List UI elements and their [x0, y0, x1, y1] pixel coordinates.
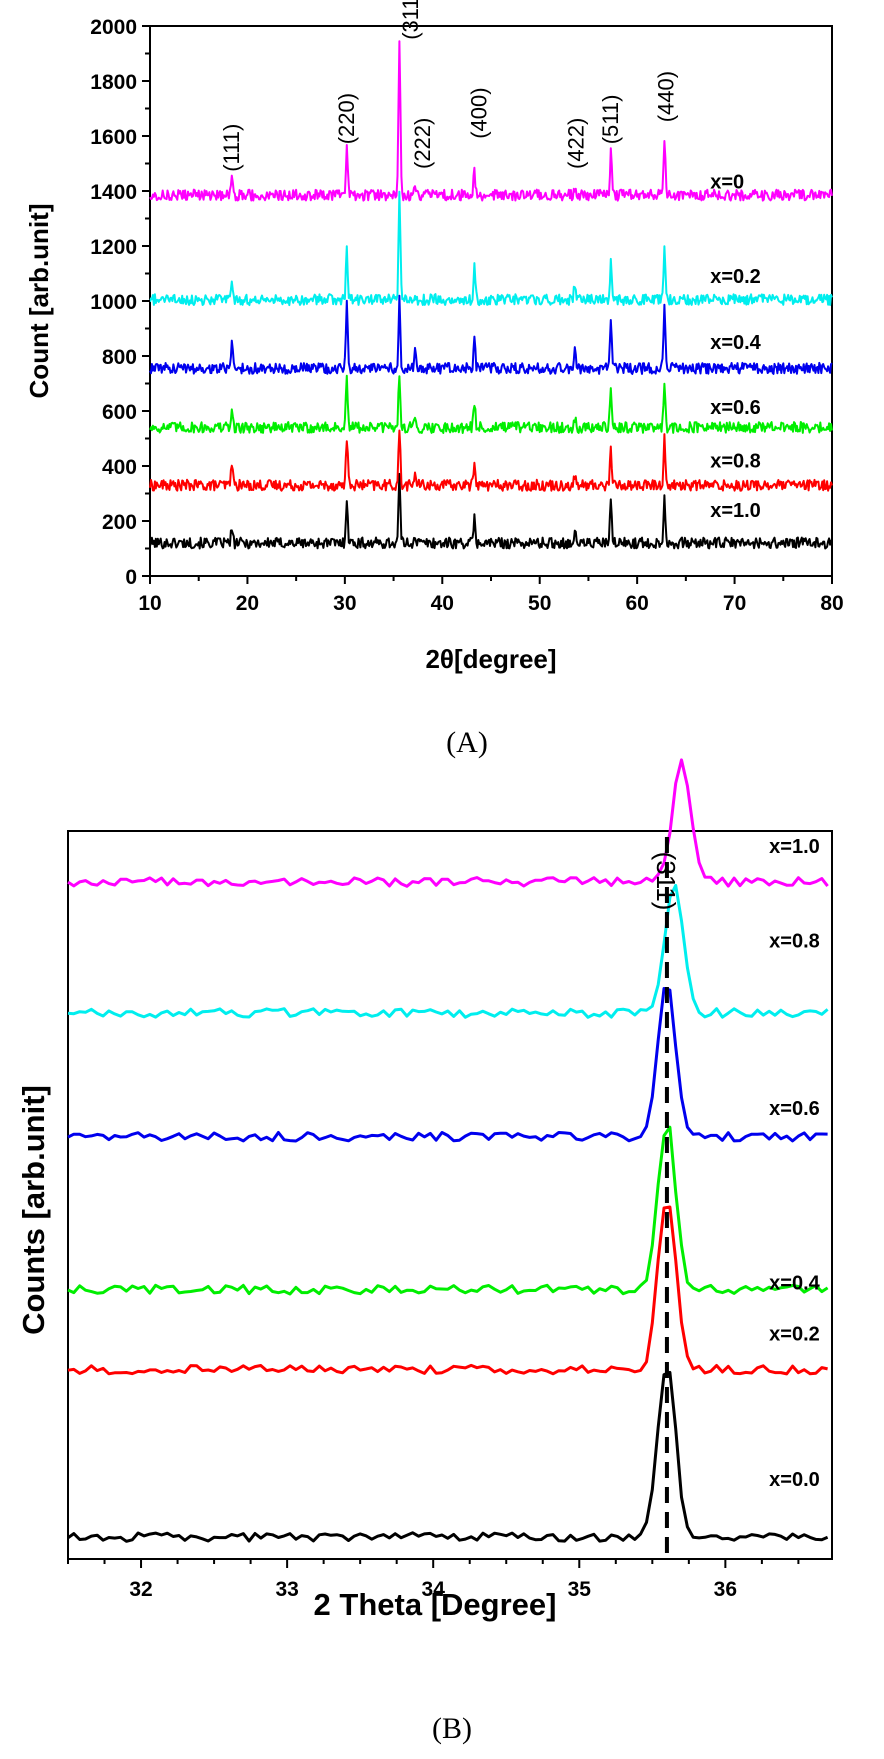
x-tick-label-a: 60 — [625, 592, 648, 615]
series-a-label: x=0.8 — [710, 450, 761, 472]
panel-b-chart: 32 33 34 35 36 x=0.0 x=0.2 x=0.4 x=0.6 x=0.8 x=1.… — [16, 758, 833, 1745]
miller-index-label: (400) — [466, 87, 491, 138]
panel-b-ylabel: Counts [arb.unit] — [16, 1085, 51, 1335]
series-a-line-x-0-4 — [149, 374, 833, 434]
panel-a-xlabel: 2θ[degree] — [425, 644, 556, 674]
x-tick-label-b: 34 — [422, 1578, 446, 1601]
x-tick-label-a: 70 — [723, 592, 746, 615]
y-tick-label-a: 1200 — [90, 236, 137, 259]
x-tick-label-a: 10 — [138, 592, 161, 615]
series-b-label: x=0.2 — [769, 1324, 820, 1346]
y-tick-label-a: 2000 — [90, 16, 137, 39]
x-tick-label-a: 40 — [431, 592, 454, 615]
y-tick-label-a: 1800 — [90, 71, 137, 94]
series-b-label: x=0.6 — [769, 1098, 820, 1120]
series-a-label: x=0.4 — [710, 332, 761, 354]
panel-a-label: (A) — [446, 726, 488, 759]
y-tick-label-a: 400 — [102, 456, 137, 479]
x-tick-label-b: 35 — [568, 1578, 592, 1601]
y-tick-label-a: 1600 — [90, 126, 137, 149]
miller-index-label: (440) — [653, 71, 678, 122]
series-a-line-x-0-6 — [149, 294, 833, 375]
series-b-line-x-0-0 — [67, 1370, 829, 1543]
x-tick-label-b: 36 — [714, 1578, 737, 1601]
miller-index-label: (422) — [564, 118, 589, 169]
panel-a-annotations: (111) (220) (311) (222) (400) (422) (511) (440) — [219, 0, 679, 172]
y-tick-label-a: 1400 — [90, 181, 137, 204]
panel-b-ticks: 32 33 34 35 36 — [67, 1559, 800, 1601]
panel-b-label: (B) — [432, 1712, 472, 1745]
series-a-line-x-0-2 — [149, 429, 833, 492]
miller-index-label: (220) — [334, 93, 359, 144]
panel-a-chart: 10 20 30 40 50 60 70 80020040060080010001200140… — [24, 0, 844, 759]
panel-b-xlabel: 2 Theta [Degree] — [314, 1587, 557, 1622]
series-a-label: x=0.6 — [710, 397, 761, 419]
miller-index-label: (511) — [598, 95, 623, 145]
series-b-line-x-0-2 — [67, 1205, 828, 1376]
series-a-label: x=0.2 — [710, 266, 761, 288]
series-a-label: x=0 — [710, 171, 744, 193]
series-b-line-x-1-0 — [67, 758, 829, 888]
series-a-line-x-0 — [149, 472, 833, 550]
x-tick-label-a: 80 — [820, 592, 843, 615]
series-b-line-x-0-4 — [67, 1125, 829, 1296]
panel-a-series-labels: x=0 x=0.2 x=0.4 x=0.6 x=0.8 x=1.0 — [710, 171, 761, 522]
miller-index-label: (222) — [410, 118, 435, 169]
x-tick-label-a: 20 — [236, 592, 259, 615]
x-tick-label-a: 50 — [528, 592, 551, 615]
series-b-label: x=0.0 — [769, 1469, 820, 1491]
panel-b-series-labels: x=0.0 x=0.2 x=0.4 x=0.6 x=0.8 x=1.0 — [769, 836, 820, 1491]
miller-index-label: (111) — [219, 124, 244, 172]
series-a-line-x-1-0 — [149, 40, 833, 202]
miller-index-label: (311) — [398, 0, 423, 40]
series-a-line-x-0-8 — [149, 190, 833, 307]
series-b-label: x=0.4 — [769, 1273, 820, 1295]
y-tick-label-a: 600 — [102, 401, 137, 424]
y-tick-label-a: 0 — [125, 566, 137, 589]
series-b-label: x=1.0 — [769, 836, 820, 858]
x-tick-label-b: 32 — [129, 1578, 152, 1601]
series-a-label: x=1.0 — [710, 500, 761, 522]
panel-a-ticks: 10 20 30 40 50 60 70 80020040060080010001200140… — [90, 16, 843, 615]
y-tick-label-a: 200 — [102, 511, 137, 534]
panel-a-ylabel: Count [arb.unit] — [24, 204, 54, 399]
x-tick-label-b: 33 — [275, 1578, 298, 1601]
series-b-line-x-0-6 — [67, 987, 828, 1143]
panel-b-series-group — [67, 758, 829, 1543]
y-tick-label-a: 1000 — [90, 291, 137, 314]
panel-b-frame — [67, 830, 833, 1560]
series-b-label: x=0.8 — [769, 930, 820, 952]
y-tick-label-a: 800 — [102, 346, 137, 369]
reference-line-label: (311) — [651, 852, 681, 911]
panel-a-series-group — [149, 40, 833, 550]
series-b-line-x-0-8 — [67, 883, 829, 1019]
x-tick-label-a: 30 — [333, 592, 356, 615]
